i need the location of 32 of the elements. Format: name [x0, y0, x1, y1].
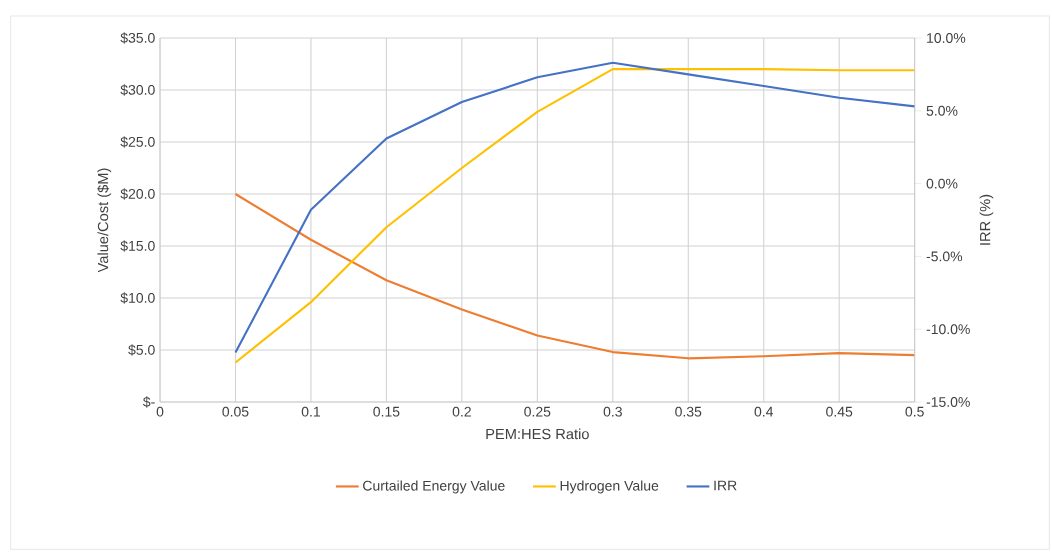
x-tick-label: 0.45	[826, 406, 853, 417]
legend-label: IRR	[714, 480, 737, 491]
x-tick-label: 0.35	[675, 406, 702, 417]
y-tick-label: $5.0	[128, 344, 155, 356]
x-tick-label: 0.25	[524, 406, 551, 417]
y2-tick-label: 0.0%	[926, 178, 958, 189]
y-tick-label: $25.0	[120, 136, 155, 148]
y-tick-label: $30.0	[120, 84, 155, 96]
y-tick-label: $10.0	[120, 292, 155, 304]
y-tick-label: $-	[143, 396, 155, 408]
y2-tick-label: -5.0%	[926, 251, 963, 262]
y2-tick-label: 10.0%	[927, 33, 966, 43]
x-tick-label: 0.05	[222, 406, 249, 417]
y2-tick-label: -15.0%	[926, 397, 970, 407]
y2-tick-label: -10.0%	[926, 324, 970, 335]
line-series	[234, 192, 915, 360]
y-axis-title: Value/Cost ($M)	[97, 168, 112, 273]
legend-label: Curtailed Energy Value	[363, 480, 505, 494]
x-tick-label: 0.3	[603, 406, 622, 417]
x-tick-label: 0	[156, 406, 164, 417]
x-tick-label: 0.2	[452, 406, 471, 417]
x-tick-label: 0.1	[301, 406, 320, 417]
y-tick-label: $15.0	[120, 240, 155, 252]
y-tick-label: $20.0	[120, 188, 155, 200]
x-tick-label: 0.15	[373, 406, 400, 417]
x-axis-title: PEM:HES Ratio	[486, 428, 589, 440]
x-tick-label: 0.5	[905, 406, 924, 417]
y2-axis-title: IRR (%)	[979, 194, 994, 245]
y2-tick-label: 5.0%	[926, 105, 958, 116]
legend-label: Hydrogen Value	[560, 480, 659, 494]
y-tick-label: $35.0	[120, 32, 155, 44]
x-tick-label: 0.4	[754, 406, 774, 417]
